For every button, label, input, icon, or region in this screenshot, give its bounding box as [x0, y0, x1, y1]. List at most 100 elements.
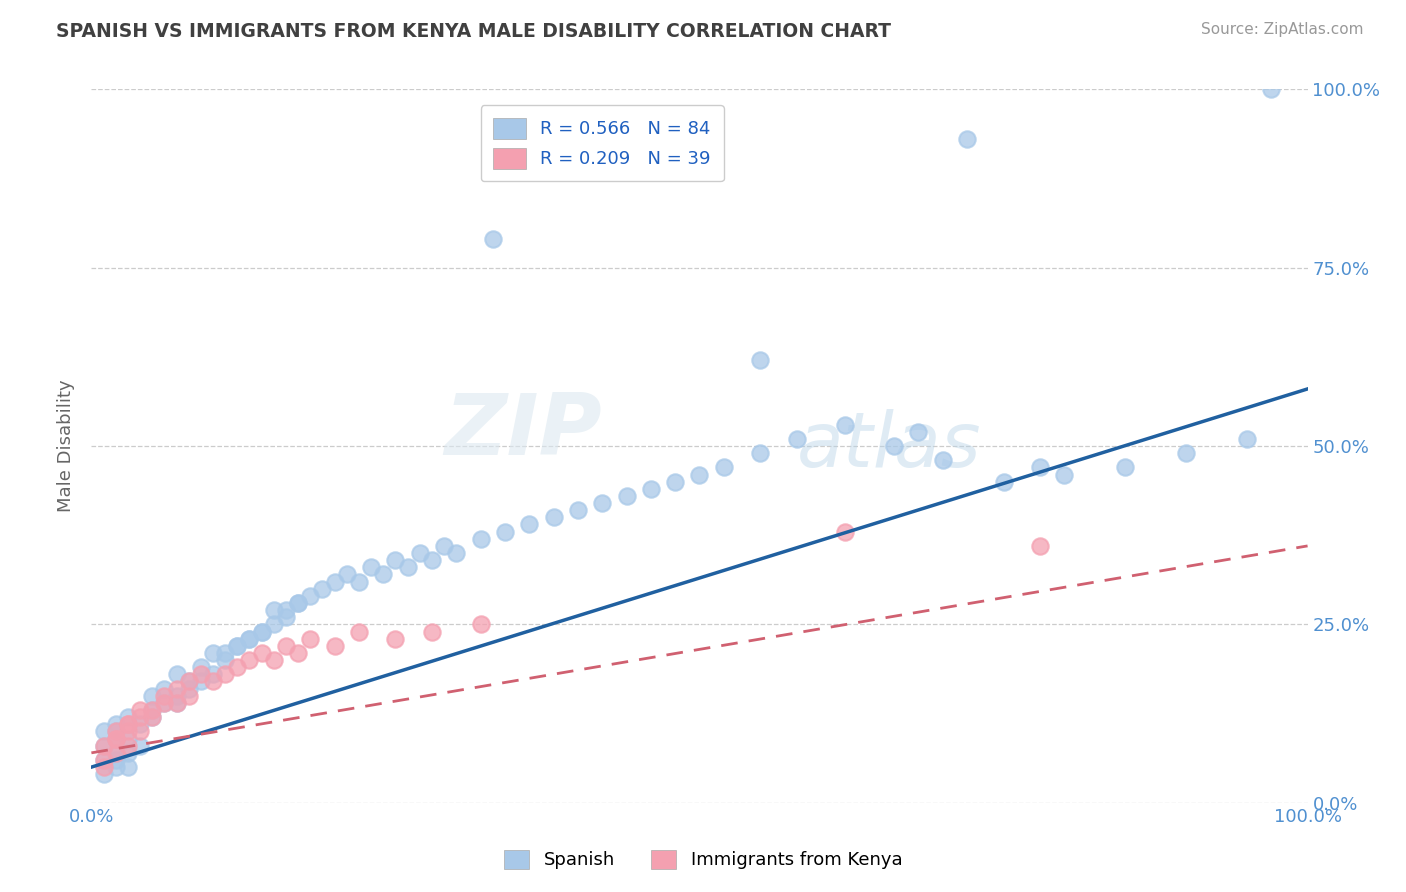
Point: [567, 503, 589, 517]
Point: [481, 232, 503, 246]
Point: [129, 710, 152, 724]
Point: [299, 589, 322, 603]
Point: [1175, 446, 1198, 460]
Point: [433, 539, 456, 553]
Point: [1260, 82, 1282, 96]
Point: [93, 739, 115, 753]
Point: [470, 532, 492, 546]
Point: [323, 639, 346, 653]
Point: [786, 432, 808, 446]
Point: [177, 689, 200, 703]
Point: [250, 624, 273, 639]
Legend: Spanish, Immigrants from Kenya: Spanish, Immigrants from Kenya: [495, 841, 911, 879]
Point: [214, 646, 236, 660]
Point: [299, 632, 322, 646]
Point: [214, 667, 236, 681]
Point: [470, 617, 492, 632]
Point: [226, 639, 249, 653]
Point: [749, 446, 772, 460]
Point: [238, 632, 260, 646]
Text: Source: ZipAtlas.com: Source: ZipAtlas.com: [1201, 22, 1364, 37]
Point: [117, 717, 139, 731]
Point: [591, 496, 613, 510]
Point: [153, 681, 176, 696]
Point: [129, 703, 152, 717]
Point: [166, 667, 188, 681]
Point: [274, 603, 297, 617]
Point: [166, 689, 188, 703]
Point: [226, 639, 249, 653]
Point: [664, 475, 686, 489]
Point: [883, 439, 905, 453]
Point: [141, 710, 163, 724]
Point: [238, 632, 260, 646]
Point: [1029, 460, 1052, 475]
Point: [202, 674, 225, 689]
Point: [177, 681, 200, 696]
Point: [141, 703, 163, 717]
Point: [93, 739, 115, 753]
Point: [104, 717, 127, 731]
Point: [177, 674, 200, 689]
Point: [287, 596, 309, 610]
Point: [360, 560, 382, 574]
Point: [494, 524, 516, 539]
Point: [129, 739, 152, 753]
Point: [907, 425, 929, 439]
Point: [104, 746, 127, 760]
Point: [373, 567, 395, 582]
Point: [1236, 432, 1258, 446]
Point: [117, 746, 139, 760]
Point: [931, 453, 953, 467]
Point: [93, 753, 115, 767]
Y-axis label: Male Disability: Male Disability: [58, 380, 76, 512]
Point: [104, 746, 127, 760]
Point: [166, 681, 188, 696]
Point: [117, 724, 139, 739]
Point: [323, 574, 346, 589]
Point: [713, 460, 735, 475]
Point: [396, 560, 419, 574]
Point: [311, 582, 333, 596]
Text: ZIP: ZIP: [444, 390, 602, 474]
Point: [190, 674, 212, 689]
Point: [104, 753, 127, 767]
Point: [250, 646, 273, 660]
Point: [104, 731, 127, 746]
Point: [141, 689, 163, 703]
Point: [238, 653, 260, 667]
Point: [202, 667, 225, 681]
Point: [543, 510, 565, 524]
Point: [1114, 460, 1136, 475]
Point: [104, 724, 127, 739]
Point: [226, 660, 249, 674]
Point: [749, 353, 772, 368]
Point: [336, 567, 359, 582]
Point: [190, 667, 212, 681]
Point: [517, 517, 540, 532]
Point: [166, 696, 188, 710]
Point: [384, 632, 406, 646]
Point: [190, 660, 212, 674]
Point: [420, 553, 443, 567]
Point: [263, 617, 285, 632]
Point: [409, 546, 432, 560]
Point: [834, 524, 856, 539]
Point: [347, 624, 370, 639]
Point: [688, 467, 710, 482]
Text: SPANISH VS IMMIGRANTS FROM KENYA MALE DISABILITY CORRELATION CHART: SPANISH VS IMMIGRANTS FROM KENYA MALE DI…: [56, 22, 891, 41]
Point: [153, 696, 176, 710]
Point: [640, 482, 662, 496]
Point: [117, 731, 139, 746]
Point: [141, 703, 163, 717]
Point: [993, 475, 1015, 489]
Text: atlas: atlas: [797, 409, 981, 483]
Point: [93, 767, 115, 781]
Point: [177, 674, 200, 689]
Point: [347, 574, 370, 589]
Point: [153, 689, 176, 703]
Point: [117, 739, 139, 753]
Point: [129, 724, 152, 739]
Point: [202, 646, 225, 660]
Point: [444, 546, 467, 560]
